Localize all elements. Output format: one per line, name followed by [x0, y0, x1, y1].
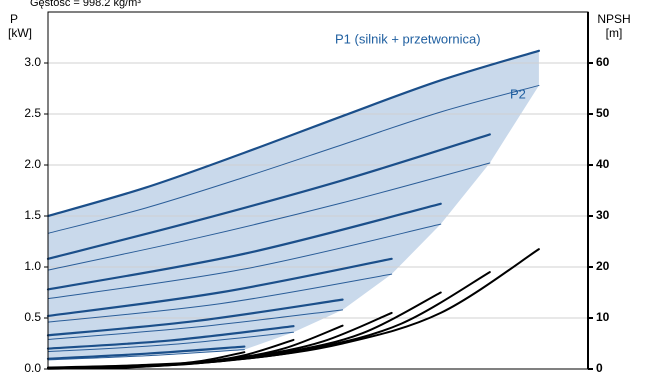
- y-tick-label: 3.0: [24, 55, 41, 69]
- line-series: [47, 351, 246, 370]
- line-series: [47, 223, 442, 300]
- y-axis-label: [kW]: [8, 26, 32, 40]
- line-series: [47, 331, 294, 353]
- line-series: [46, 202, 442, 291]
- line-series: [46, 133, 491, 260]
- line-series: [47, 162, 491, 271]
- chart-subtitle: Gęstość = 998.2 kg/m³: [30, 0, 141, 9]
- y-axis-label: P: [10, 12, 18, 26]
- y2-tick-label: 30: [596, 208, 610, 222]
- y2-tick-label: 0: [596, 361, 603, 374]
- y2-tick-label: 50: [596, 106, 610, 120]
- y2-tick-label: 60: [596, 55, 610, 69]
- y-tick-label: 0.5: [24, 310, 41, 324]
- y2-tick-label: 20: [596, 259, 610, 273]
- y2-axis-label: [m]: [606, 26, 623, 40]
- line-series: [46, 49, 541, 218]
- y-tick-label: 1.0: [24, 259, 41, 273]
- y-tick-label: 2.5: [24, 106, 41, 120]
- line-series: [47, 84, 540, 234]
- line-series: [46, 345, 246, 360]
- line-series: [47, 273, 393, 323]
- y-tick-label: 0.0: [24, 361, 41, 374]
- annotation: P1 (silnik + przetwornica): [335, 31, 481, 46]
- y-tick-label: 1.5: [24, 208, 41, 222]
- annotation: P2: [510, 86, 526, 101]
- line-series: [47, 349, 245, 361]
- line-series: [46, 257, 393, 318]
- line-series: [47, 309, 344, 340]
- y2-tick-label: 10: [596, 310, 610, 324]
- operating-range: [48, 50, 539, 360]
- line-series: [46, 298, 344, 337]
- y2-axis-label: NPSH: [597, 12, 630, 26]
- y2-tick-label: 40: [596, 157, 610, 171]
- y-tick-label: 2.0: [24, 157, 41, 171]
- line-series: [46, 325, 295, 350]
